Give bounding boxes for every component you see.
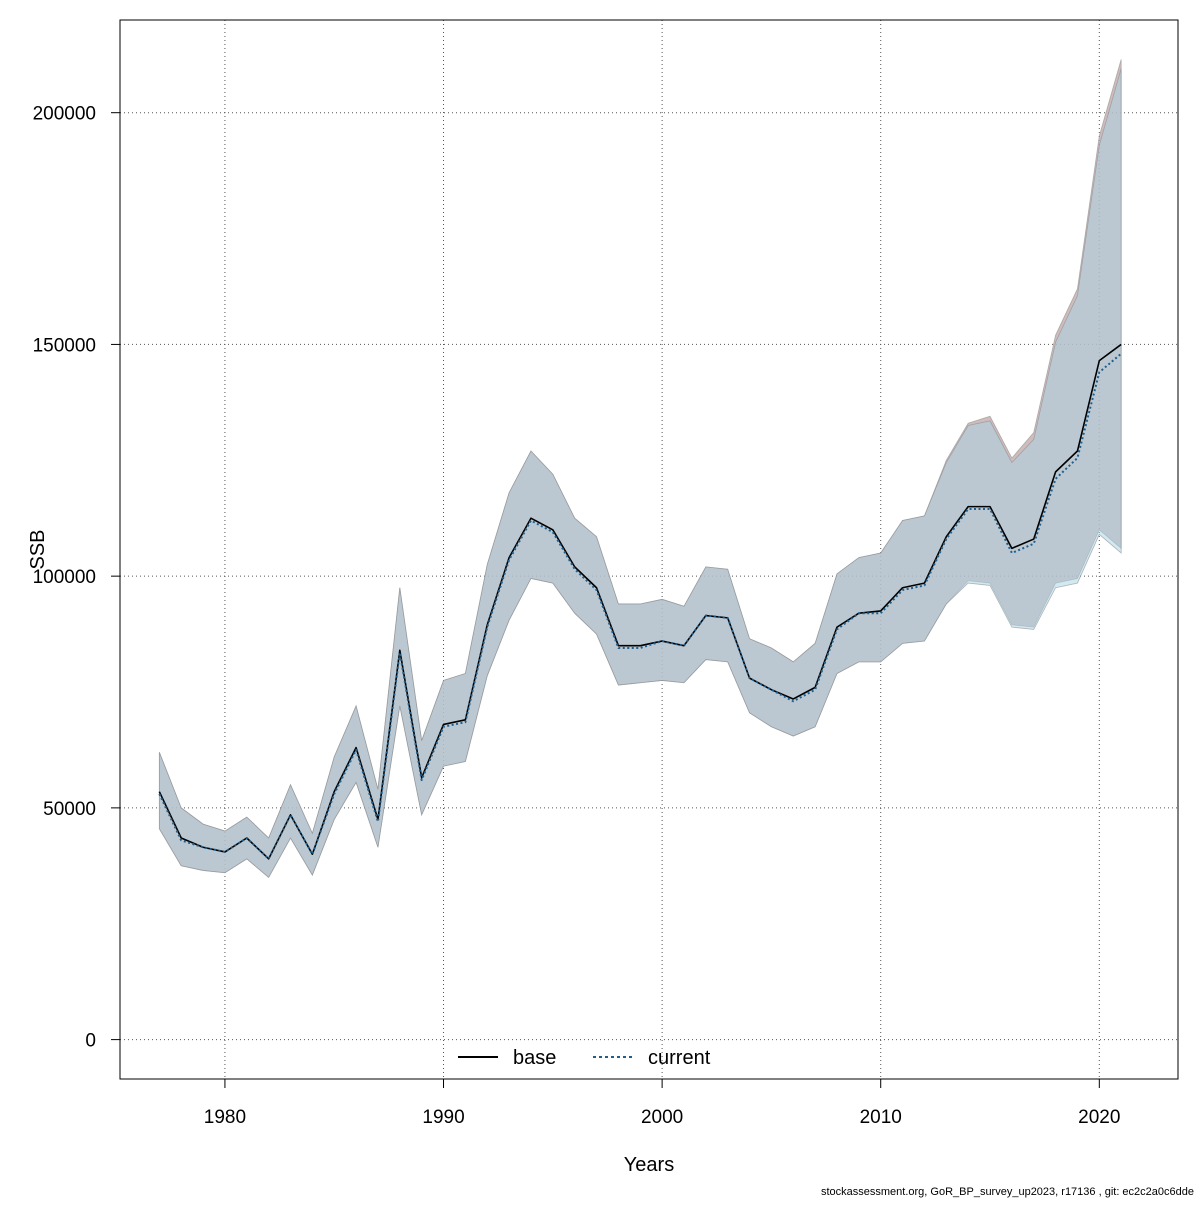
- x-tick-label: 2000: [641, 1107, 683, 1128]
- y-tick-label: 150000: [33, 335, 96, 356]
- y-tick-label: 100000: [33, 567, 96, 588]
- x-tick-label: 2020: [1078, 1107, 1120, 1128]
- x-tick-label: 2010: [860, 1107, 902, 1128]
- y-tick-label: 200000: [33, 104, 96, 125]
- y-tick-label: 50000: [43, 799, 96, 820]
- plot-frame: [119, 19, 1179, 1080]
- x-tick-label: 1990: [422, 1107, 464, 1128]
- legend: base current: [458, 1047, 711, 1069]
- confidence-band-current: [158, 68, 1122, 879]
- x-tick-label: 1980: [204, 1107, 246, 1128]
- series-line-base: [158, 343, 1122, 860]
- y-axis-title: SSB: [27, 529, 49, 569]
- y-tick-label: 0: [85, 1031, 96, 1052]
- legend-label-current: current: [648, 1047, 711, 1069]
- x-axis-title: Years: [624, 1154, 674, 1176]
- confidence-bands: [158, 59, 1122, 879]
- footer-note: stockassessment.org, GoR_BP_survey_up202…: [821, 1186, 1194, 1198]
- axes: 1980 1990 2000 2010 2020 0 50000 100000 150000 20…: [33, 104, 1121, 1128]
- legend-label-base: base: [513, 1047, 556, 1069]
- series-lines: [158, 343, 1122, 860]
